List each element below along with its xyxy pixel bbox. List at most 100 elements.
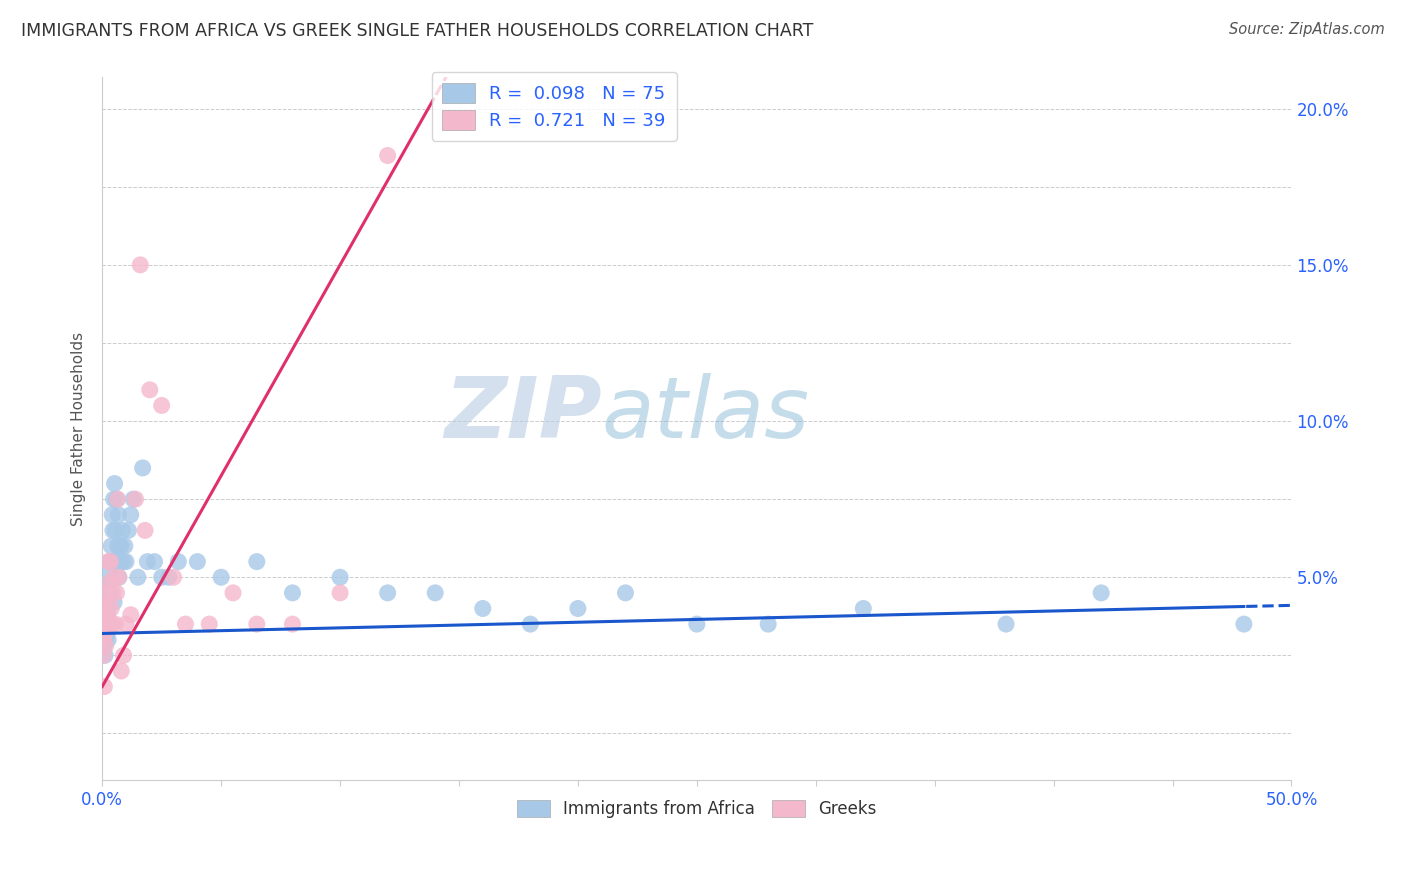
Point	[120, 607, 142, 622]
Text: ZIP: ZIP	[444, 374, 602, 457]
Point	[107, 492, 129, 507]
Point	[686, 617, 709, 632]
Point	[377, 148, 399, 162]
Point	[101, 586, 124, 600]
Point	[115, 617, 138, 632]
Point	[110, 539, 132, 553]
Point	[150, 399, 173, 413]
Point	[329, 570, 352, 584]
Point	[94, 607, 117, 622]
Text: IMMIGRANTS FROM AFRICA VS GREEK SINGLE FATHER HOUSEHOLDS CORRELATION CHART: IMMIGRANTS FROM AFRICA VS GREEK SINGLE F…	[21, 22, 814, 40]
Point	[995, 617, 1018, 632]
Point	[94, 586, 117, 600]
Point	[162, 570, 184, 584]
Point	[377, 586, 399, 600]
Point	[93, 639, 115, 653]
Point	[105, 555, 128, 569]
Point	[100, 576, 122, 591]
Point	[96, 595, 118, 609]
Point	[96, 617, 118, 632]
Point	[93, 626, 115, 640]
Point	[97, 555, 120, 569]
Point	[98, 555, 121, 569]
Point	[108, 539, 131, 553]
Point	[110, 664, 132, 678]
Point	[117, 524, 139, 538]
Point	[108, 555, 131, 569]
Point	[112, 555, 135, 569]
Point	[103, 476, 125, 491]
Point	[101, 508, 124, 522]
Point	[108, 570, 131, 584]
Point	[329, 586, 352, 600]
Point	[93, 648, 115, 663]
Point	[96, 607, 118, 622]
Point	[100, 555, 122, 569]
Point	[222, 586, 245, 600]
Point	[1233, 617, 1256, 632]
Point	[105, 586, 128, 600]
Point	[246, 617, 269, 632]
Point	[122, 492, 145, 507]
Text: atlas: atlas	[602, 374, 810, 457]
Point	[1090, 586, 1112, 600]
Point	[100, 555, 122, 569]
Point	[93, 680, 115, 694]
Point	[129, 258, 152, 272]
Point	[134, 524, 156, 538]
Point	[150, 570, 173, 584]
Point	[96, 601, 118, 615]
Point	[94, 626, 117, 640]
Point	[93, 632, 115, 647]
Point	[94, 595, 117, 609]
Point	[281, 586, 304, 600]
Point	[111, 524, 134, 538]
Point	[97, 576, 120, 591]
Point	[209, 570, 232, 584]
Point	[136, 555, 159, 569]
Point	[103, 595, 125, 609]
Point	[107, 539, 129, 553]
Point	[94, 586, 117, 600]
Point	[425, 586, 447, 600]
Point	[98, 617, 121, 632]
Point	[157, 570, 180, 584]
Point	[93, 617, 115, 632]
Point	[97, 576, 120, 591]
Point	[97, 586, 120, 600]
Point	[96, 595, 118, 609]
Point	[115, 555, 138, 569]
Point	[112, 648, 135, 663]
Point	[93, 607, 115, 622]
Point	[100, 601, 122, 615]
Point	[756, 617, 779, 632]
Point	[614, 586, 637, 600]
Point	[281, 617, 304, 632]
Point	[471, 601, 494, 615]
Point	[567, 601, 589, 615]
Point	[124, 492, 146, 507]
Point	[96, 607, 118, 622]
Point	[127, 570, 149, 584]
Point	[107, 508, 129, 522]
Point	[103, 570, 125, 584]
Point	[139, 383, 162, 397]
Point	[93, 601, 115, 615]
Text: Source: ZipAtlas.com: Source: ZipAtlas.com	[1229, 22, 1385, 37]
Point	[97, 632, 120, 647]
Point	[96, 626, 118, 640]
Point	[108, 570, 131, 584]
Legend: Immigrants from Africa, Greeks: Immigrants from Africa, Greeks	[510, 793, 883, 825]
Point	[104, 617, 127, 632]
Point	[131, 461, 153, 475]
Point	[105, 555, 128, 569]
Point	[852, 601, 875, 615]
Point	[97, 564, 120, 578]
Point	[186, 555, 208, 569]
Point	[93, 626, 115, 640]
Point	[93, 632, 115, 647]
Point	[104, 524, 127, 538]
Point	[96, 617, 118, 632]
Point	[246, 555, 269, 569]
Point	[198, 617, 221, 632]
